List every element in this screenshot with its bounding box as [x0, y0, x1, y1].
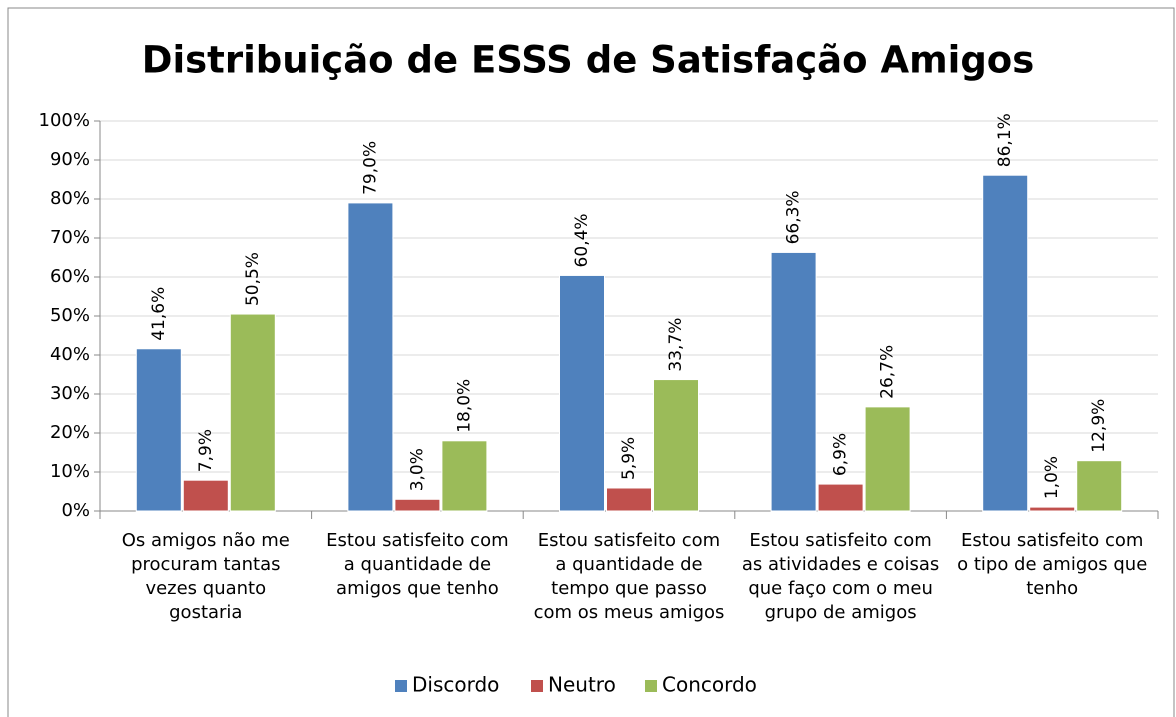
x-tick-label-line: amigos que tenho	[336, 578, 499, 599]
legend-swatch	[395, 680, 407, 692]
x-tick-label-line: Estou satisfeito com	[749, 530, 931, 551]
bar	[770, 251, 817, 512]
y-tick-label: 90%	[50, 149, 90, 170]
value-label: 33,7%	[666, 318, 686, 372]
bar	[817, 483, 864, 512]
value-label: 26,7%	[878, 345, 898, 399]
x-tick-label-line: vezes quanto	[145, 578, 266, 599]
x-tick-label-line: procuram tantas	[131, 554, 280, 575]
value-label: 6,9%	[831, 433, 851, 476]
y-tick-label: 20%	[50, 422, 90, 443]
bar	[347, 202, 394, 512]
value-label: 12,9%	[1089, 399, 1109, 453]
value-label: 1,0%	[1042, 456, 1062, 499]
legend-swatch	[645, 680, 657, 692]
bar	[182, 479, 229, 512]
y-tick-label: 80%	[50, 188, 90, 209]
chart-title: Distribuição de ESSS de Satisfação Amigo…	[142, 39, 1035, 82]
bar	[653, 379, 699, 512]
bar	[394, 498, 441, 512]
bar	[982, 174, 1029, 512]
x-tick-label-line: o tipo de amigos que	[957, 554, 1147, 575]
y-tick-label: 40%	[50, 344, 90, 365]
value-label: 66,3%	[784, 190, 804, 244]
x-tick-label: Estou satisfeito com o tipo de amigos que…	[957, 530, 1147, 599]
x-tick-label-line: a quantidade de	[555, 554, 702, 575]
y-tick-label: 30%	[50, 383, 90, 404]
value-label: 5,9%	[619, 437, 639, 480]
legend-label: Neutro	[548, 673, 616, 697]
x-tick-label: Os amigos não me procuram tantas vezes qua…	[122, 530, 290, 623]
value-label: 18,0%	[454, 379, 474, 433]
bar	[1076, 460, 1123, 512]
y-tick-label: 60%	[50, 266, 90, 287]
x-tick-label-line: a quantidade de	[344, 554, 491, 575]
x-tick-label-line: tempo que passo	[551, 578, 707, 599]
bar	[441, 440, 488, 512]
bar	[864, 406, 911, 512]
bar	[229, 313, 276, 512]
y-tick-label: 50%	[50, 305, 90, 326]
x-tick-label-line: tenho	[1026, 578, 1078, 599]
bar	[606, 487, 652, 512]
legend-swatch	[531, 680, 543, 692]
x-tick-label: Estou satisfeito com a quantidade de tempo…	[534, 530, 725, 623]
legend-label: Concordo	[662, 673, 757, 697]
value-label: 41,6%	[149, 287, 169, 341]
x-tick-label-line: as atividades e coisas	[742, 554, 939, 575]
value-label: 86,1%	[995, 113, 1015, 167]
legend-label: Discordo	[412, 673, 499, 697]
bar	[135, 348, 182, 512]
x-tick-label-line: Estou satisfeito com	[326, 530, 508, 551]
value-label: 3,0%	[407, 448, 427, 491]
x-tick-label-line: grupo de amigos	[765, 602, 917, 623]
x-tick-label-line: Os amigos não me	[122, 530, 290, 551]
x-tick-label-line: com os meus amigos	[534, 602, 725, 623]
x-tick-label: Estou satisfeito com a quantidade de amigo…	[326, 530, 508, 599]
bar	[1029, 506, 1076, 512]
value-label: 7,9%	[196, 429, 216, 472]
bar	[559, 274, 605, 512]
y-tick-label: 100%	[39, 110, 90, 131]
x-tick-label: Estou satisfeito com as atividades e cois…	[742, 530, 939, 623]
value-label: 50,5%	[243, 252, 263, 306]
x-tick-label-line: que faço com o meu	[748, 578, 933, 599]
x-tick-label-line: Estou satisfeito com	[538, 530, 720, 551]
value-label: 79,0%	[360, 141, 380, 195]
value-label: 60,4%	[572, 213, 592, 267]
y-tick-label: 70%	[50, 227, 90, 248]
y-tick-label: 10%	[50, 461, 90, 482]
y-tick-label: 0%	[61, 500, 90, 521]
x-tick-label-line: gostaria	[169, 602, 242, 623]
x-tick-label-line: Estou satisfeito com	[961, 530, 1143, 551]
